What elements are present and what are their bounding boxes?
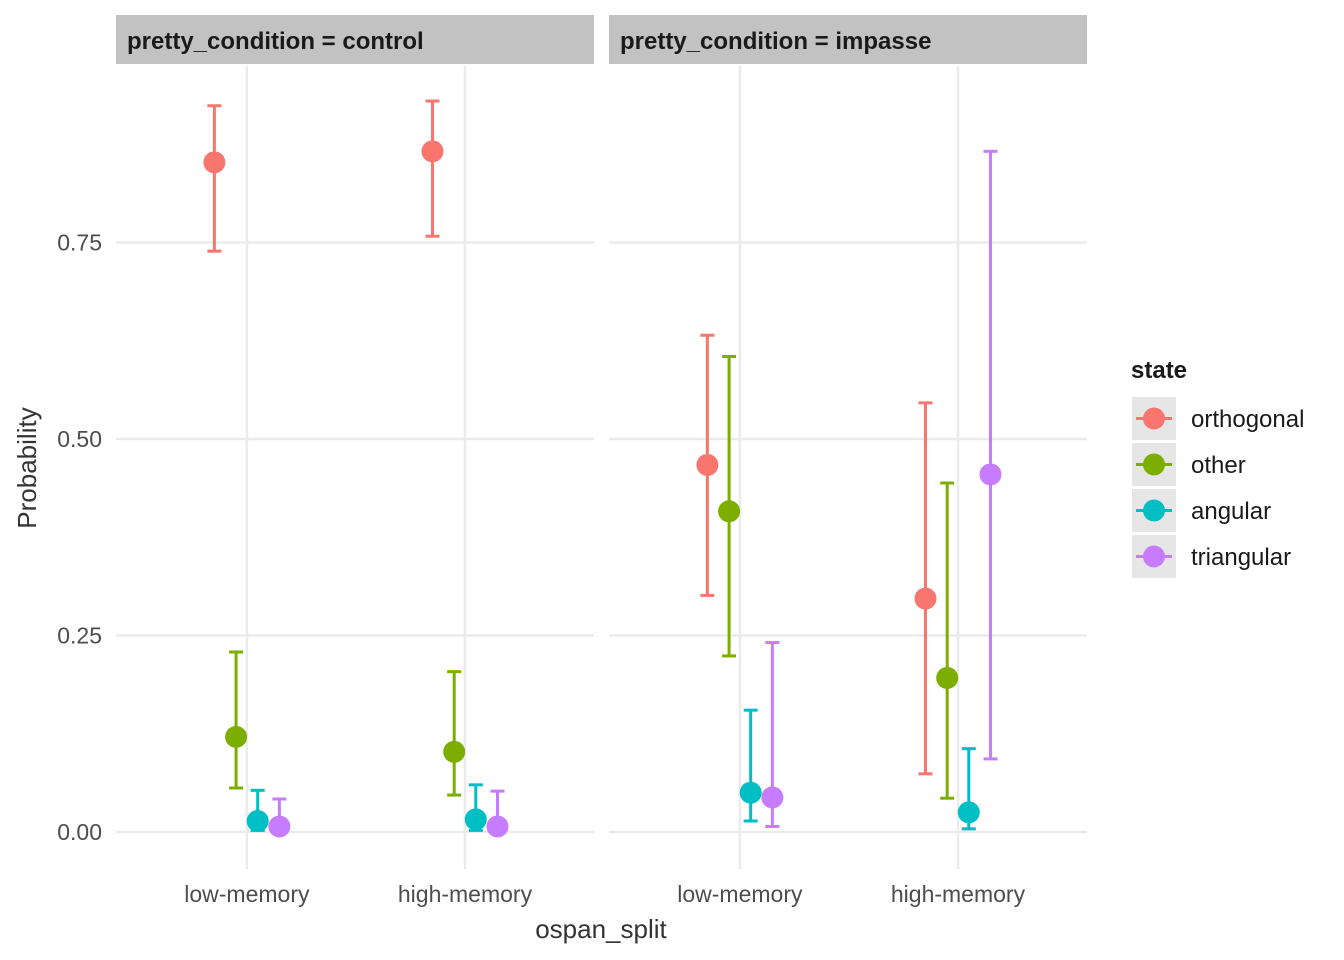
legend-label: angular [1191, 498, 1271, 525]
errorbar-triangular-high-memory [979, 149, 1002, 761]
errorbar-triangular-high-memory [486, 789, 509, 838]
point-triangular-high-memory [979, 463, 1002, 486]
point-other-low-memory [225, 725, 248, 748]
errorbar-other-high-memory [936, 481, 959, 800]
facet-strip-label: pretty_condition = impasse [620, 28, 931, 55]
errorbar-orthogonal-high-memory [914, 401, 937, 776]
facet-panel-control: pretty_condition = control low-memory high… [116, 15, 594, 907]
legend-key-point [1143, 407, 1165, 430]
legend-label: other [1191, 452, 1246, 479]
legend-key-point [1143, 545, 1165, 568]
y-tick-label: 0.25 [57, 623, 102, 649]
x-tick-label: low-memory [184, 881, 310, 907]
errorbar-orthogonal-low-memory [203, 104, 226, 253]
point-triangular-low-memory [268, 815, 291, 838]
y-axis: 0.00 0.25 0.50 0.75 [57, 230, 102, 846]
errorbar-other-low-memory [225, 650, 248, 790]
errorbar-orthogonal-high-memory [421, 99, 444, 238]
errorbar-angular-low-memory [739, 708, 762, 823]
point-orthogonal-low-memory [696, 453, 719, 476]
point-other-low-memory [718, 500, 741, 523]
point-angular-high-memory [464, 808, 487, 831]
facet-panel-impasse: pretty_condition = impasse low-memory high… [609, 15, 1087, 907]
facet-strip-impasse [609, 15, 1087, 64]
point-triangular-low-memory [761, 786, 784, 809]
y-tick-label: 0.00 [57, 819, 102, 845]
x-tick-label: low-memory [677, 881, 803, 907]
errorbar-angular-low-memory [246, 788, 269, 832]
point-triangular-high-memory [486, 815, 509, 838]
legend-item-angular: angular [1132, 489, 1271, 532]
errorbar-orthogonal-low-memory [696, 333, 719, 597]
legend-label: triangular [1191, 544, 1291, 571]
errorbar-other-low-memory [718, 354, 741, 658]
x-axis-title: ospan_split [535, 914, 667, 944]
point-angular-low-memory [739, 781, 762, 804]
point-angular-low-memory [246, 809, 269, 832]
point-orthogonal-high-memory [421, 140, 444, 163]
point-orthogonal-low-memory [203, 151, 226, 174]
legend-key-point [1143, 453, 1165, 476]
facet-strip-control [116, 15, 594, 64]
point-other-high-memory [443, 740, 466, 763]
legend-label: orthogonal [1191, 406, 1304, 433]
facet-strip-label: pretty_condition = control [127, 28, 424, 55]
x-tick-label: high-memory [398, 881, 533, 907]
x-tick-label: high-memory [891, 881, 1026, 907]
legend-item-other: other [1132, 443, 1246, 486]
y-axis-title: Probability [12, 407, 42, 528]
legend-key-point [1143, 499, 1165, 522]
y-tick-label: 0.75 [57, 230, 102, 256]
errorbar-angular-high-memory [957, 747, 980, 831]
point-orthogonal-high-memory [914, 587, 937, 610]
point-angular-high-memory [957, 801, 980, 824]
legend-item-orthogonal: orthogonal [1132, 397, 1304, 440]
errorbar-angular-high-memory [464, 783, 487, 832]
legend-item-triangular: triangular [1132, 535, 1291, 578]
errorbar-triangular-low-memory [268, 797, 291, 838]
y-tick-label: 0.50 [57, 426, 102, 452]
point-other-high-memory [936, 666, 959, 689]
legend-title: state [1131, 357, 1187, 384]
errorbar-triangular-low-memory [761, 641, 784, 828]
facet-panels: pretty_condition = control low-memory high… [116, 15, 1087, 907]
errorbar-other-high-memory [443, 670, 466, 797]
